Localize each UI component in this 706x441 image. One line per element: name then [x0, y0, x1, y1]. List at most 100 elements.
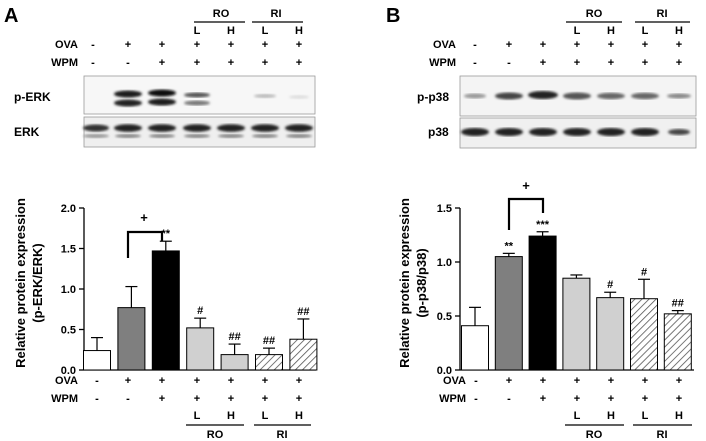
treatment-sign: + [540, 393, 546, 405]
wpm-row-label-bottom-b: WPM [439, 393, 466, 405]
y-tick-label: 0.0 [61, 365, 76, 377]
wpm-sign-row-bottom: - - + + + + + [95, 393, 302, 405]
bar [663, 313, 692, 371]
treatment-sign: + [159, 393, 165, 405]
treatment-sign: - [507, 57, 511, 69]
bar [630, 298, 658, 371]
y-tick-label: 0.0 [437, 365, 452, 377]
bar [528, 235, 557, 371]
treatment-sign: L [642, 25, 649, 37]
treatment-sign: + [574, 393, 580, 405]
treatment-sign: H [675, 410, 683, 422]
y-axis-label-a-line1: Relative protein expression [13, 198, 28, 368]
panel-a: A RO RI OVA WPM - + + + + + + - - + + + + + L H L H p-E… [4, 5, 318, 441]
treatment-sign: + [540, 57, 546, 69]
blot-label-p38: p38 [428, 125, 449, 139]
sig-bracket-symbol-b: + [522, 178, 530, 193]
treatment-sign: H [675, 25, 683, 37]
wpm-row-label: WPM [51, 57, 78, 69]
bar [117, 307, 146, 371]
panel-a-bottom-header: OVA WPM - + + + + + + - - + + + + + L H L H RO RI [51, 375, 311, 441]
treatment-sign: + [506, 39, 512, 51]
y-tick-label: 0.5 [437, 311, 452, 323]
treatment-sign: + [125, 39, 131, 51]
panel-b-bottom-header: OVA WPM - + + + + + + - - + + + + + L H L H RO RI [439, 375, 692, 441]
treatment-sign: + [159, 39, 165, 51]
blot-p-p38 [459, 75, 697, 117]
treatment-sign: - [474, 393, 478, 405]
treatment-sign: + [228, 39, 234, 51]
treatment-sign: - [126, 393, 130, 405]
treatment-sign: + [574, 39, 580, 51]
ova-sign-row-bottom: - + + + + + + [95, 375, 302, 387]
treatment-sign: L [194, 410, 201, 422]
treatment-sign: + [125, 375, 131, 387]
significance-label: ## [297, 306, 309, 318]
sig-bracket-symbol-a: + [140, 210, 148, 225]
group-label-ri-bottom-b: RI [657, 429, 668, 441]
bar [220, 354, 249, 371]
treatment-sign: + [676, 39, 682, 51]
treatment-sign: + [159, 57, 165, 69]
y-tick-label: 0.5 [61, 325, 76, 337]
treatment-sign: - [91, 57, 95, 69]
panel-b: B RO RI OVA WPM - + + + + + + - - + + + + + L H L H p-p… [386, 5, 697, 441]
treatment-sign: + [676, 375, 682, 387]
bar [461, 325, 489, 371]
treatment-sign: - [95, 393, 99, 405]
wpm-sign-row-bottom-b: - - + + + + + [474, 393, 682, 405]
treatment-sign: + [194, 39, 200, 51]
ova-sign-row: - + + + + + + [91, 39, 302, 51]
treatment-sign: + [574, 375, 580, 387]
bar [83, 350, 111, 371]
treatment-sign: - [507, 393, 511, 405]
blot-label-p-erk: p-ERK [14, 90, 51, 104]
ova-sign-row-bottom-b: - + + + + + + [474, 375, 682, 387]
bar [186, 327, 215, 371]
y-axis-label-b-line1: Relative protein expression [397, 198, 412, 368]
treatment-sign: L [574, 25, 581, 37]
treatment-sign: + [676, 393, 682, 405]
y-tick-label: 1.0 [61, 284, 76, 296]
y-tick-label: 1.5 [437, 203, 452, 215]
blot-p-erk [83, 75, 316, 115]
blot-label-erk: ERK [14, 125, 40, 139]
treatment-sign: + [228, 393, 234, 405]
treatment-sign: + [262, 57, 268, 69]
bar [151, 250, 180, 371]
group-label-ro-bottom: RO [207, 429, 224, 441]
bars-b: *****#### [461, 219, 692, 371]
treatment-sign: H [607, 25, 615, 37]
y-ticks-a: 0.0 0.5 1.0 1.5 2.0 [61, 203, 84, 377]
blot-label-p-p38: p-p38 [417, 90, 449, 104]
treatment-sign: + [194, 393, 200, 405]
treatment-sign: + [574, 57, 580, 69]
bar [289, 338, 318, 371]
treatment-sign: + [296, 57, 302, 69]
y-tick-label: 1.5 [61, 244, 76, 256]
panel-a-top-header: RO RI OVA WPM - + + + + + + - - + + + + + L H L H [51, 8, 303, 69]
group-label-ro: RO [213, 8, 230, 20]
blot-erk [83, 116, 316, 148]
treatment-sign: + [540, 375, 546, 387]
bar [494, 256, 523, 371]
treatment-sign: - [473, 39, 477, 51]
treatment-sign: + [642, 375, 648, 387]
treatment-sign: + [642, 57, 648, 69]
treatment-sign: + [194, 375, 200, 387]
treatment-sign: + [296, 375, 302, 387]
group-label-ri-b: RI [657, 8, 668, 20]
wpm-sign-row-b: - - + + + + + [473, 57, 682, 69]
treatment-sign: + [262, 375, 268, 387]
wpm-row-label-bottom: WPM [51, 393, 78, 405]
treatment-sign: + [262, 39, 268, 51]
ova-row-label: OVA [55, 39, 78, 51]
significance-label: ** [162, 228, 171, 240]
significance-label: ## [263, 335, 275, 347]
treatment-sign: + [506, 375, 512, 387]
y-tick-label: 1.0 [437, 257, 452, 269]
ova-row-label-b: OVA [433, 39, 456, 51]
